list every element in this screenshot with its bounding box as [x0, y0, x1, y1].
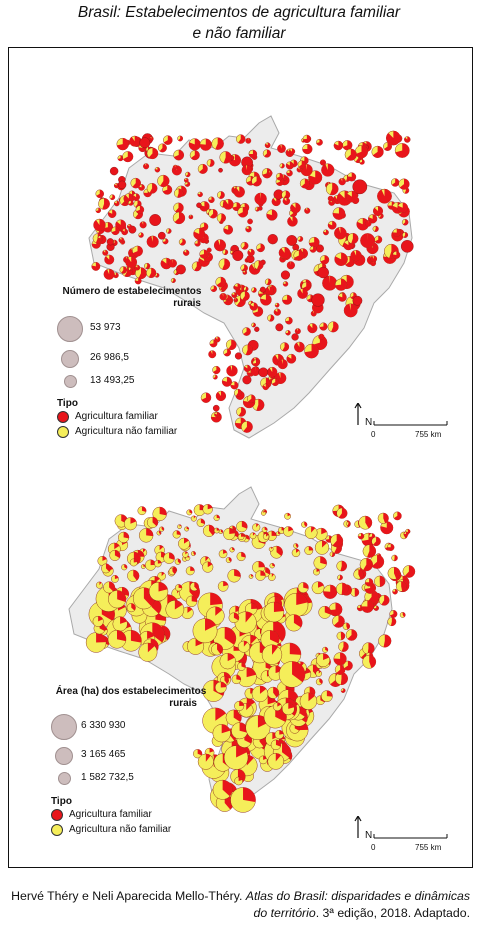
north-arrow-icon — [354, 403, 362, 425]
north-label: N — [365, 830, 373, 841]
tipo-nao-familiar: Agricultura não familiar — [51, 822, 211, 837]
size-label-small: 1 582 732,5 — [81, 772, 134, 783]
size-circle-small — [64, 375, 77, 388]
scale-zero: 0 — [371, 430, 376, 439]
scale-bar-numero — [354, 403, 448, 426]
nao-familiar-dot-icon — [51, 823, 63, 836]
size-circle-large — [57, 316, 83, 342]
legend-title: Área (ha) dos estabelecimentos rurais — [55, 686, 207, 709]
north-label: N — [365, 417, 373, 428]
scale-km: 755 km — [415, 843, 442, 852]
size-circle-large — [51, 714, 77, 740]
scale-km: 755 km — [415, 430, 442, 439]
tipo-title: Tipo — [51, 796, 72, 807]
map-title-line2: e não familiar — [192, 25, 286, 42]
size-label-medium: 26 986,5 — [90, 352, 129, 363]
map-panel-numero: Número de estabelecimentos rurais 53 973… — [8, 47, 473, 466]
size-label-large: 6 330 930 — [81, 720, 126, 731]
legend-title: Número de estabelecimentos rurais — [62, 286, 202, 309]
familiar-dot-icon — [57, 410, 69, 423]
tipo-nao-familiar: Agricultura não familiar — [57, 424, 207, 439]
size-label-large: 53 973 — [90, 322, 121, 333]
size-legend: 6 330 930 3 165 465 1 582 732,5 — [51, 714, 211, 792]
legend-numero: Número de estabelecimentos rurais 53 973… — [57, 286, 207, 439]
brazil-map-area — [68, 486, 416, 813]
size-label-medium: 3 165 465 — [81, 749, 126, 760]
scale-zero: 0 — [371, 843, 376, 852]
size-label-small: 13 493,25 — [90, 375, 135, 386]
map-panel-area: Área (ha) dos estabelecimentos rurais 6 … — [8, 464, 473, 868]
size-circle-medium — [61, 350, 79, 368]
tipo-familiar: Agricultura familiar — [51, 807, 211, 822]
tipo-familiar: Agricultura familiar — [57, 409, 207, 424]
size-circle-medium — [55, 747, 73, 765]
familiar-dot-icon — [51, 808, 63, 821]
brazil-map-numero — [88, 115, 414, 439]
legend-area: Área (ha) dos estabelecimentos rurais 6 … — [51, 686, 211, 837]
nao-familiar-dot-icon — [57, 425, 69, 438]
size-legend: 53 973 26 986,5 13 493,25 — [57, 314, 207, 394]
tipo-title: Tipo — [57, 398, 78, 409]
north-arrow-icon — [354, 816, 362, 838]
scale-bar-area — [354, 816, 448, 839]
source-credit: Hervé Théry e Neli Aparecida Mello-Théry… — [11, 889, 470, 920]
map-title-line1: Brasil: Estabelecimentos de agricultura … — [77, 4, 401, 21]
size-circle-small — [58, 772, 71, 785]
